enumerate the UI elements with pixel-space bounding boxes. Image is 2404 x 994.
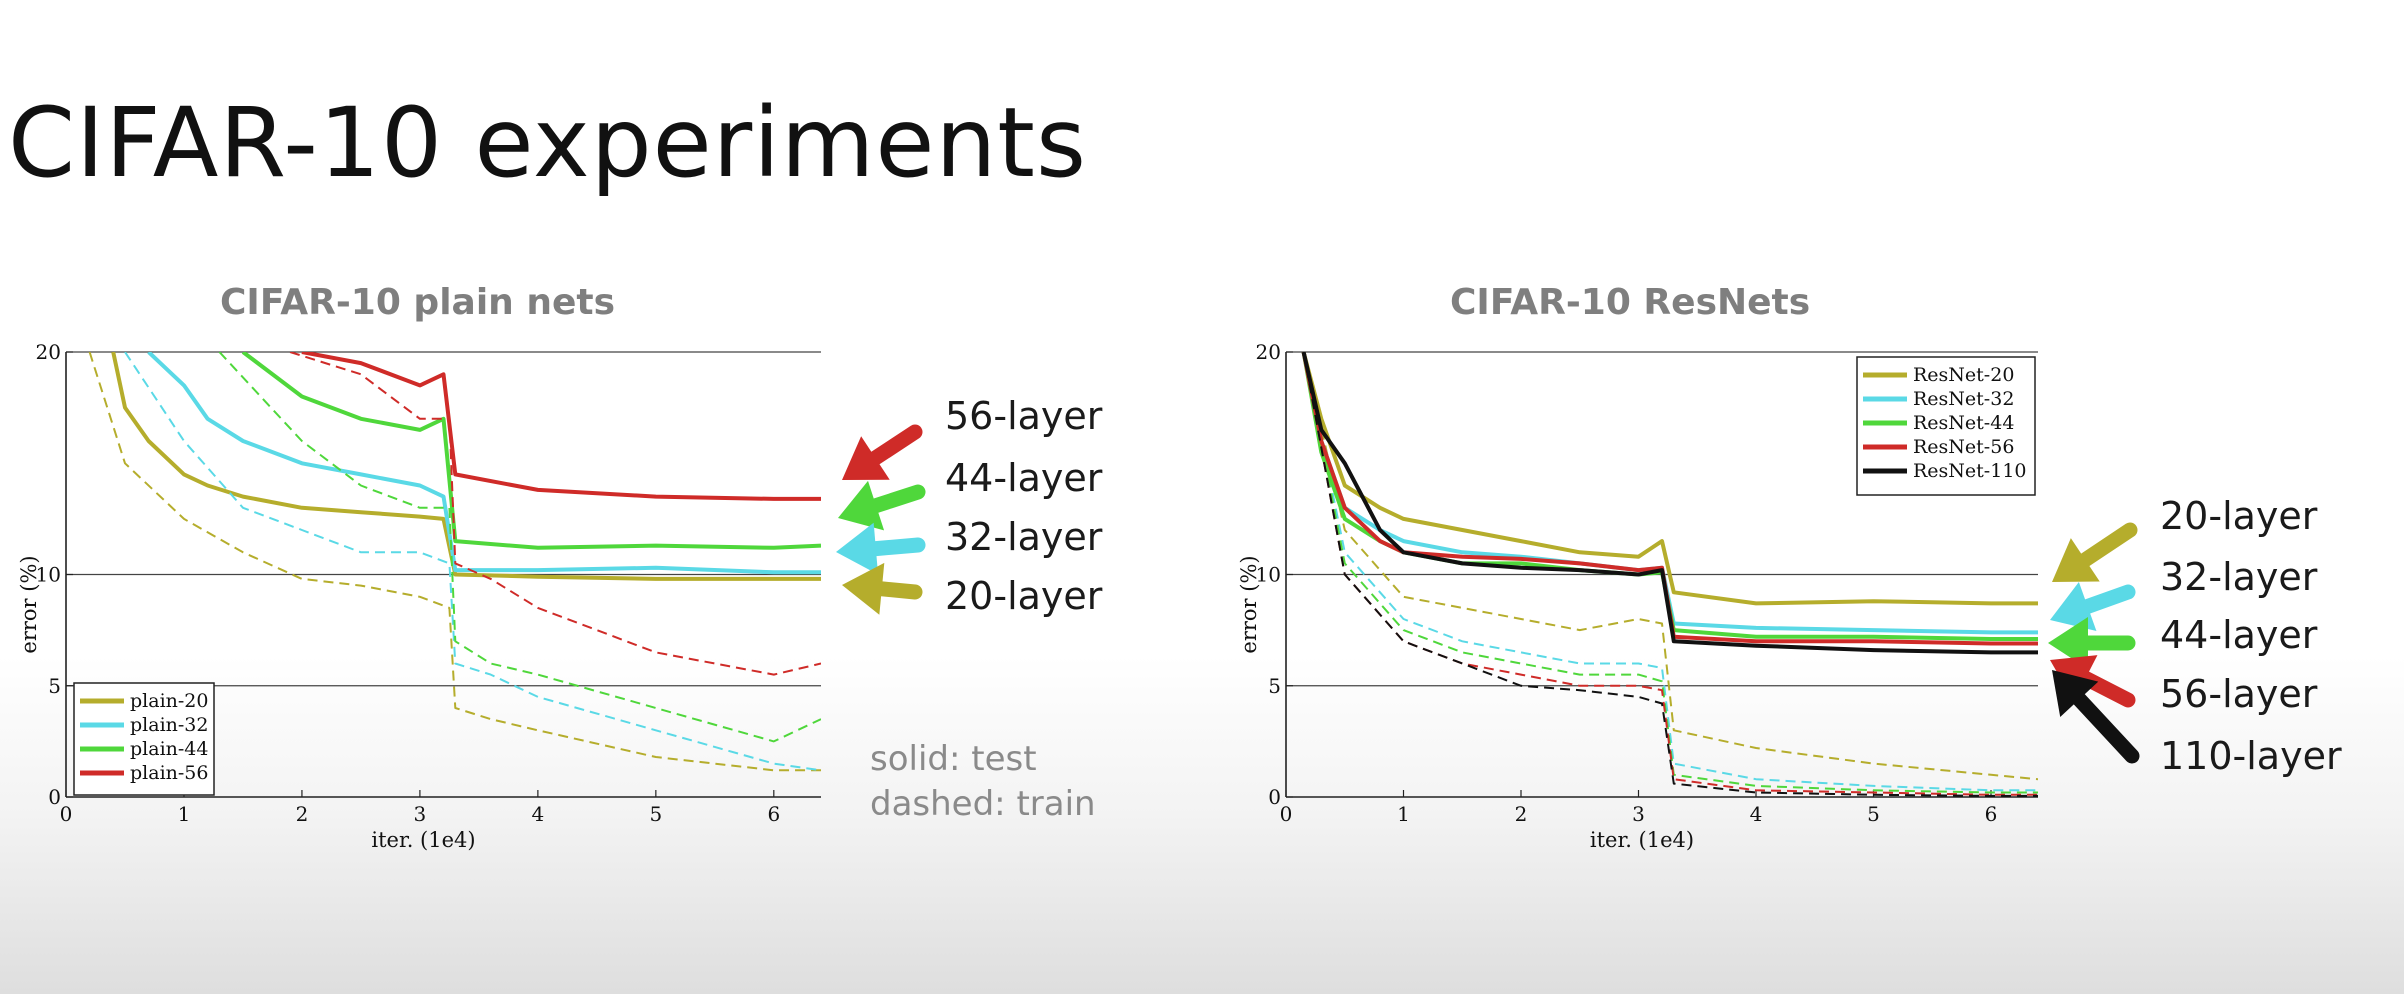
legend-label-resnet-20: ResNet-20 bbox=[1913, 364, 2014, 386]
x-tick-label-4: 4 bbox=[1750, 802, 1763, 826]
callouts: 56-layer 44-layer 32-layer 20-layer 20-layer… bbox=[836, 394, 2342, 778]
x-tick-label-0: 0 bbox=[1280, 802, 1293, 826]
series-resnet-110-train bbox=[1302, 352, 2038, 797]
callout-arrow-left-56-layer-head bbox=[842, 436, 890, 480]
callout-label-right-110-layer: 110-layer bbox=[2160, 734, 2342, 778]
callout-label-left-56-layer: 56-layer bbox=[945, 394, 1103, 438]
x-tick-label-1: 1 bbox=[1397, 802, 1410, 826]
legend-label-plain-56: plain-56 bbox=[130, 762, 208, 784]
callout-label-left-32-layer: 32-layer bbox=[945, 515, 1103, 559]
x-tick-label-5: 5 bbox=[1867, 802, 1880, 826]
callout-arrow-left-44-layer-head bbox=[838, 480, 885, 531]
series-resnet-20-test bbox=[1301, 352, 2038, 606]
series-plain-20-train bbox=[88, 352, 821, 772]
callout-arrow-left-56-layer-shaft bbox=[867, 424, 923, 466]
chart-title-plain: CIFAR-10 plain nets bbox=[220, 282, 616, 323]
callout-arrow-right-110-layer-head bbox=[2052, 670, 2099, 717]
chart-resnets: 0 1 2 3 4 5 6 0 5 10 20 iter. (1e4) error (%) ResNet-… bbox=[1237, 340, 2038, 852]
x-tick-label-3: 3 bbox=[414, 802, 427, 826]
y-tick-label-5: 5 bbox=[1268, 674, 1281, 698]
legend-label-resnet-110: ResNet-110 bbox=[1913, 460, 2027, 482]
callout-label-right-32-layer: 32-layer bbox=[2160, 555, 2318, 599]
callout-label-right-56-layer: 56-layer bbox=[2160, 672, 2318, 716]
x-tick-label-5: 5 bbox=[649, 802, 662, 826]
series-group bbox=[88, 352, 821, 772]
callout-label-left-44-layer: 44-layer bbox=[945, 456, 1103, 500]
chart-title-resnet: CIFAR-10 ResNets bbox=[1450, 282, 1811, 323]
series-plain-56-train bbox=[289, 352, 821, 676]
callout-arrow-left-20-layer-shaft bbox=[874, 581, 923, 600]
x-tick-label-6: 6 bbox=[1985, 802, 1998, 826]
callout-arrow-right-20-layer-head bbox=[2052, 538, 2100, 582]
callout-label-right-20-layer: 20-layer bbox=[2160, 494, 2318, 538]
legend-label-plain-32: plain-32 bbox=[130, 714, 208, 736]
y-axis-label: error (%) bbox=[1237, 555, 1261, 653]
x-tick-label-0: 0 bbox=[60, 802, 73, 826]
x-tick-label-2: 2 bbox=[1515, 802, 1528, 826]
series-resnet-56-train bbox=[1302, 352, 2038, 796]
legend-label-resnet-56: ResNet-56 bbox=[1913, 436, 2014, 458]
legend-label-resnet-32: ResNet-32 bbox=[1913, 388, 2014, 410]
legend-label-plain-20: plain-20 bbox=[130, 690, 208, 712]
callout-arrow-right-32-layer-head bbox=[2050, 582, 2097, 631]
callout-arrow-right-44-layer-head bbox=[2048, 617, 2088, 669]
y-tick-label-10: 10 bbox=[36, 563, 61, 587]
y-tick-label-0: 0 bbox=[1268, 785, 1281, 809]
y-tick-label-20: 20 bbox=[36, 340, 61, 364]
slide-title: CIFAR-10 experiments bbox=[8, 87, 1087, 199]
chart-plain-nets: 0 1 2 3 4 5 6 0 5 10 20 iter. (1e4) error (%) plain-2… bbox=[17, 340, 821, 852]
y-tick-label-10: 10 bbox=[1256, 563, 1281, 587]
series-resnet-110-test bbox=[1301, 352, 2038, 655]
note-solid-test: solid: test bbox=[870, 739, 1037, 779]
callout-arrow-left-44-layer-shaft bbox=[868, 484, 926, 514]
callout-label-left-20-layer: 20-layer bbox=[945, 574, 1103, 618]
series-resnet-44-train bbox=[1302, 352, 2038, 794]
legend: ResNet-20ResNet-32ResNet-44ResNet-56ResN… bbox=[1856, 356, 2036, 496]
series-plain-20-test bbox=[111, 352, 821, 581]
callout-arrow-left-32-layer-shaft bbox=[868, 537, 926, 557]
y-tick-label-0: 0 bbox=[48, 785, 61, 809]
callout-arrow-left-32-layer-head bbox=[836, 522, 879, 575]
legend-label-plain-44: plain-44 bbox=[130, 738, 208, 760]
series-resnet-32-train bbox=[1302, 352, 2038, 792]
x-tick-label-4: 4 bbox=[532, 802, 545, 826]
x-tick-label-2: 2 bbox=[296, 802, 309, 826]
series-group bbox=[1301, 352, 2038, 797]
callout-label-right-44-layer: 44-layer bbox=[2160, 613, 2318, 657]
x-axis-label: iter. (1e4) bbox=[1590, 828, 1694, 852]
x-tick-label-6: 6 bbox=[767, 802, 780, 826]
note-dashed-train: dashed: train bbox=[870, 784, 1096, 824]
legend-label-resnet-44: ResNet-44 bbox=[1913, 412, 2014, 434]
x-tick-label-1: 1 bbox=[178, 802, 191, 826]
y-tick-label-20: 20 bbox=[1256, 340, 1281, 364]
callout-arrow-right-32-layer-shaft bbox=[2080, 584, 2136, 614]
series-plain-56-test bbox=[301, 352, 821, 501]
series-plain-32-test bbox=[147, 352, 821, 575]
x-axis-label: iter. (1e4) bbox=[371, 828, 475, 852]
y-axis-label: error (%) bbox=[17, 555, 41, 653]
callout-arrow-right-20-layer-shaft bbox=[2077, 522, 2138, 568]
series-plain-44-test bbox=[241, 352, 821, 550]
series-resnet-56-test bbox=[1301, 352, 2038, 646]
callout-arrow-left-20-layer-head bbox=[842, 562, 885, 615]
series-plain-32-train bbox=[124, 352, 821, 772]
series-plain-44-train bbox=[218, 352, 821, 743]
x-tick-label-3: 3 bbox=[1632, 802, 1645, 826]
y-tick-label-5: 5 bbox=[48, 674, 61, 698]
callout-arrow-right-110-layer-shaft bbox=[2071, 691, 2140, 764]
